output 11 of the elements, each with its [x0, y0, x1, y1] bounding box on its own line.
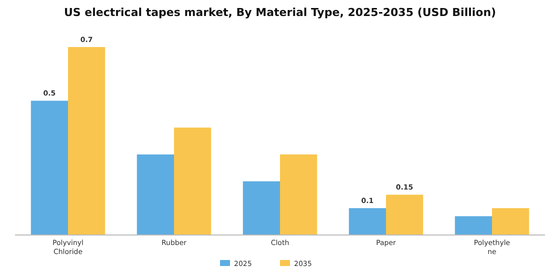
chart-title: US electrical tapes market, By Material Type, 2025-2035 (USD Billion) — [64, 6, 496, 19]
bar — [348, 208, 386, 235]
bar — [386, 194, 424, 235]
bar — [492, 208, 530, 235]
bar — [280, 154, 318, 235]
bar — [174, 128, 212, 235]
bar — [136, 154, 174, 235]
bar — [454, 216, 492, 235]
bar — [242, 181, 280, 235]
bar — [68, 47, 106, 235]
bar — [30, 100, 68, 235]
